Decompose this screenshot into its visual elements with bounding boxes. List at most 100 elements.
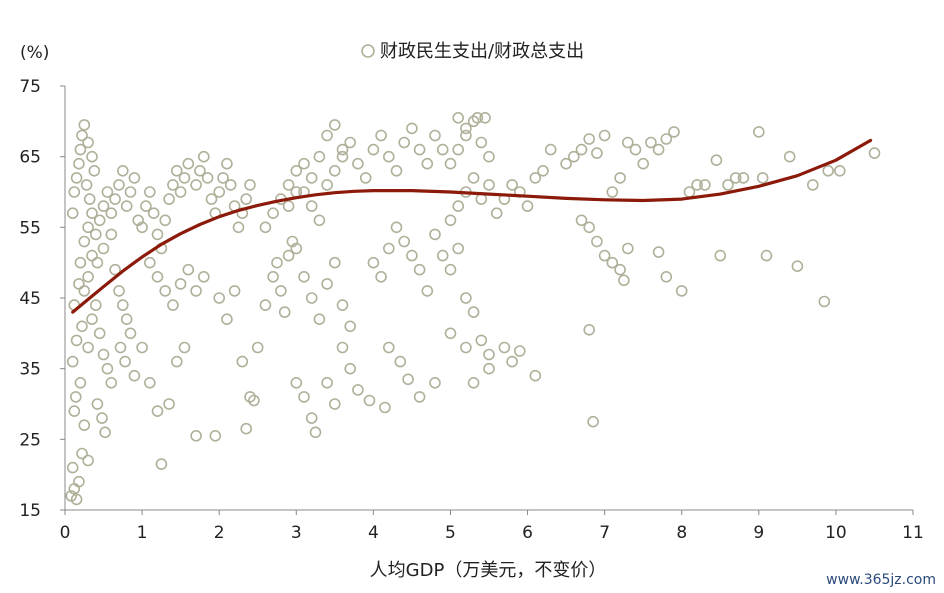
scatter-point (483, 150, 495, 163)
scatter-point (117, 299, 129, 311)
scatter-point (321, 129, 333, 142)
scatter-point (752, 126, 765, 138)
scatter-point (221, 313, 233, 326)
scatter-point (375, 270, 387, 283)
scatter-point (105, 228, 118, 241)
scatter-point (490, 207, 503, 219)
scatter-point (128, 172, 141, 184)
scatter-point (444, 263, 457, 276)
scatter-point (583, 221, 596, 234)
scatter-point (359, 172, 372, 184)
scatter-point (783, 150, 796, 163)
scatter-point (290, 165, 303, 177)
scatter-point (367, 256, 380, 269)
scatter-point (109, 263, 121, 276)
legend-label: 财政民生支出/财政总支出 (380, 41, 584, 62)
scatter-point (70, 172, 83, 184)
scatter-point (379, 401, 391, 414)
scatter-point (167, 179, 179, 191)
scatter-point (120, 313, 133, 326)
scatter-point (413, 391, 426, 403)
scatter-point (124, 186, 137, 198)
scatter-point (675, 285, 688, 297)
scatter-point (70, 493, 83, 506)
scatter-point (344, 320, 357, 333)
scatter-point (178, 172, 191, 184)
scatter-point (398, 136, 411, 149)
scatter-point (467, 306, 480, 318)
legend: 财政民生支出/财政总支出 (361, 41, 584, 62)
scatter-point (99, 426, 111, 439)
scatter-point (722, 179, 734, 191)
scatter-point (452, 242, 465, 255)
scatter-point (213, 292, 225, 304)
scatter-point (328, 398, 341, 410)
scatter-point (483, 179, 495, 191)
scatter-point (88, 165, 101, 177)
x-tick-label: 7 (599, 523, 610, 543)
x-tick-label: 0 (60, 523, 71, 543)
scatter-point (305, 292, 318, 304)
scatter-point (606, 256, 619, 269)
scatter-point (506, 355, 518, 368)
scatter-point (429, 228, 441, 241)
scatter-point (66, 355, 79, 368)
scatter-point (575, 143, 588, 156)
scatter-point (587, 415, 599, 428)
scatter-point (652, 143, 665, 156)
scatter-point (305, 412, 318, 424)
scatter-point (483, 348, 495, 361)
scatter-point (313, 150, 326, 163)
scatter-point (198, 270, 210, 283)
scatter-point (583, 133, 596, 145)
scatter-point (236, 355, 249, 368)
scatter-point (93, 327, 106, 340)
scatter-point (275, 285, 287, 297)
scatter-point (144, 376, 156, 389)
scatter-point (73, 157, 85, 170)
y-tick-label: 75 (19, 77, 41, 97)
scatter-point (652, 246, 665, 258)
y-tick-label: 25 (19, 430, 41, 450)
scatter-point (119, 355, 131, 368)
scatter-point (452, 143, 465, 156)
x-tick-label: 8 (676, 523, 687, 543)
scatter-point (97, 242, 110, 255)
scatter-point (101, 186, 114, 198)
scatter-point (598, 249, 611, 262)
scatter-point (402, 373, 414, 386)
scatter-point (298, 157, 310, 170)
scatter-point (244, 391, 256, 403)
scatter-point (344, 136, 357, 149)
scatter-point (614, 263, 626, 276)
scatter-point (83, 193, 96, 205)
scatter-point (66, 461, 79, 474)
scatter-point (413, 263, 426, 276)
scatter-point (171, 355, 183, 368)
scatter-point (521, 200, 534, 212)
scatter-point (128, 369, 141, 382)
scatter-point (86, 150, 98, 163)
scatter-point (660, 133, 673, 145)
scatter-point (321, 179, 333, 191)
scatter-point (298, 270, 310, 283)
scatter-point (367, 143, 380, 156)
scatter-point (406, 122, 418, 135)
scatter-point (305, 172, 318, 184)
scatter-point (529, 172, 542, 184)
scatter-point (282, 200, 295, 212)
scatter-point (147, 207, 160, 219)
scatter-point (290, 376, 303, 389)
scatter-point (760, 249, 773, 262)
scatter-point (251, 341, 264, 354)
scatter-point (479, 112, 491, 124)
x-tick-label: 1 (137, 523, 148, 543)
scatter-point (498, 341, 511, 354)
scatter-point (82, 341, 94, 354)
scatter-point (190, 179, 202, 191)
scatter-point (86, 207, 98, 219)
scatter-point (560, 157, 572, 170)
scatter-point (78, 419, 91, 432)
scatter-point (756, 172, 769, 184)
scatter-point (429, 376, 441, 389)
